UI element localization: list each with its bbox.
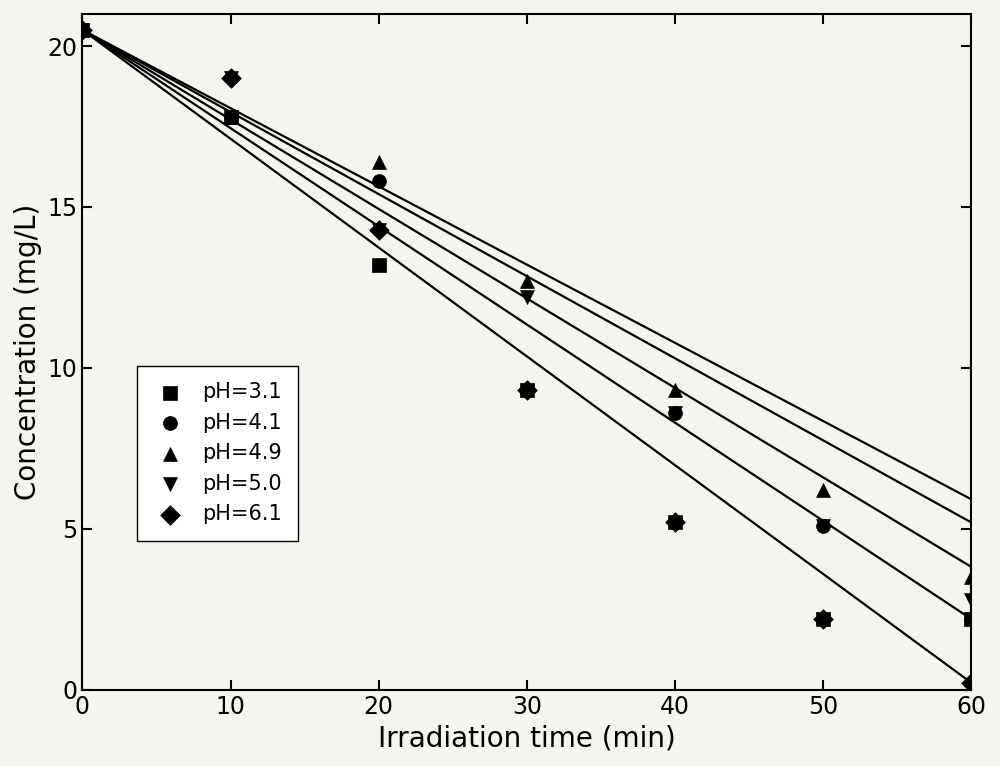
pH=5.0 [963,594,979,606]
pH=4.9 [519,275,535,287]
pH=4.9 [74,24,90,36]
pH=5.0 [667,407,683,419]
pH=5.0 [519,291,535,303]
pH=3.1 [815,613,831,625]
pH=6.1 [371,224,387,236]
pH=3.1 [963,613,979,625]
pH=4.1 [667,407,683,419]
pH=4.9 [667,385,683,397]
pH=5.0 [74,24,90,36]
pH=4.1 [371,175,387,188]
pH=4.1 [815,519,831,532]
Legend: pH=3.1, pH=4.1, pH=4.9, pH=5.0, pH=6.1: pH=3.1, pH=4.1, pH=4.9, pH=5.0, pH=6.1 [137,365,298,541]
pH=3.1 [519,385,535,397]
X-axis label: Irradiation time (min): Irradiation time (min) [378,724,676,752]
pH=3.1 [371,259,387,271]
pH=6.1 [815,613,831,625]
pH=4.1 [963,613,979,625]
pH=4.9 [815,484,831,496]
pH=6.1 [667,516,683,529]
pH=3.1 [74,24,90,36]
pH=4.9 [223,111,239,123]
pH=5.0 [223,72,239,84]
pH=4.9 [371,155,387,168]
pH=6.1 [519,385,535,397]
pH=5.0 [815,519,831,532]
pH=3.1 [667,516,683,529]
pH=5.0 [371,224,387,236]
pH=6.1 [963,677,979,689]
pH=4.1 [74,24,90,36]
pH=6.1 [74,24,90,36]
Y-axis label: Concentration (mg/L): Concentration (mg/L) [14,204,42,500]
pH=4.9 [963,571,979,583]
pH=4.1 [519,385,535,397]
pH=3.1 [223,111,239,123]
pH=4.1 [223,111,239,123]
pH=6.1 [223,72,239,84]
